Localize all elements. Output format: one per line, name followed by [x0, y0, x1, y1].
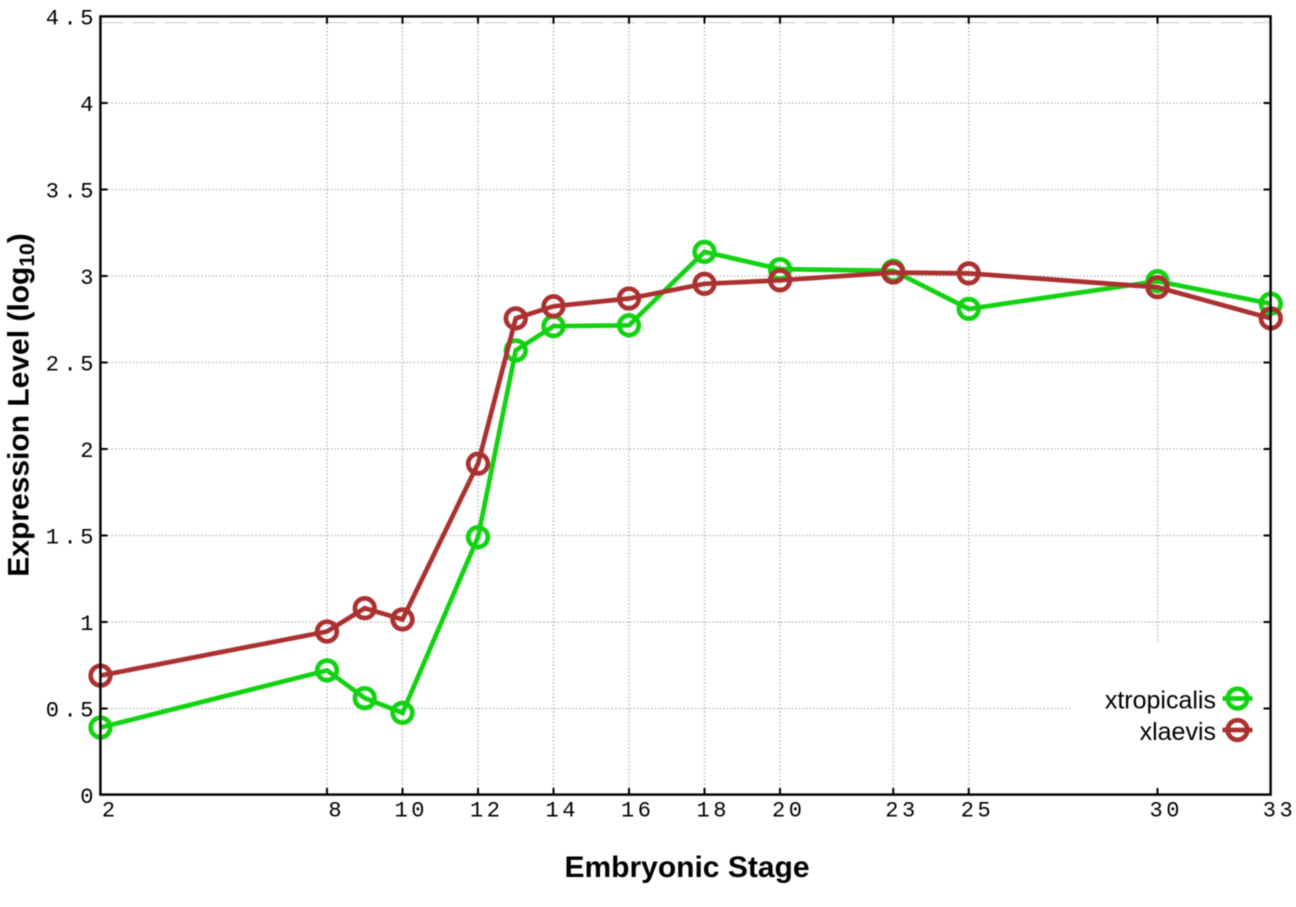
svg-text:2.5: 2.5	[46, 353, 97, 378]
svg-text:30: 30	[1150, 799, 1184, 824]
svg-text:33: 33	[1263, 799, 1296, 824]
svg-text:0: 0	[80, 785, 97, 810]
svg-text:8: 8	[328, 799, 345, 824]
svg-text:xtropicalis: xtropicalis	[1105, 687, 1216, 715]
svg-text:3.5: 3.5	[46, 180, 97, 205]
svg-text:0.5: 0.5	[46, 699, 97, 724]
svg-text:25: 25	[961, 799, 995, 824]
svg-text:16: 16	[621, 799, 655, 824]
svg-text:Embryonic Stage: Embryonic Stage	[564, 851, 809, 884]
svg-text:18: 18	[697, 799, 731, 824]
svg-text:Expression Level (log10): Expression Level (log10)	[3, 233, 40, 576]
svg-text:4.5: 4.5	[46, 7, 97, 32]
svg-text:12: 12	[470, 799, 504, 824]
svg-text:4: 4	[80, 93, 97, 118]
svg-text:10: 10	[395, 799, 429, 824]
svg-text:20: 20	[772, 799, 806, 824]
svg-text:xlaevis: xlaevis	[1140, 718, 1216, 746]
svg-text:1: 1	[80, 612, 97, 637]
svg-text:1.5: 1.5	[46, 526, 97, 551]
svg-text:14: 14	[546, 799, 580, 824]
svg-text:2: 2	[102, 799, 119, 824]
svg-text:3: 3	[80, 266, 97, 291]
svg-text:2: 2	[80, 439, 97, 464]
svg-text:23: 23	[885, 799, 919, 824]
